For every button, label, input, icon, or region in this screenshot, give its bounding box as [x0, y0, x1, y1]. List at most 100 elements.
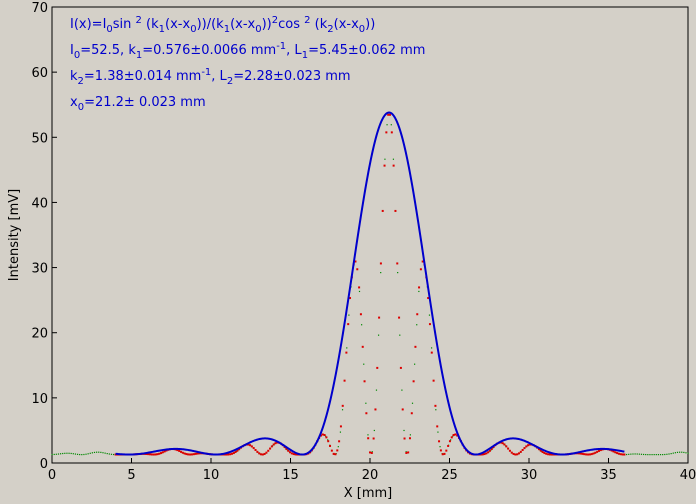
data-point: [250, 445, 253, 448]
background-point: [657, 454, 660, 456]
data-point: [365, 412, 368, 415]
data-point: [547, 453, 550, 456]
data-point: [165, 449, 168, 452]
data-point: [330, 449, 333, 452]
data-point: [539, 449, 542, 452]
data-point: [614, 451, 617, 454]
data-point: [390, 131, 393, 134]
background-point: [435, 409, 437, 411]
background-point: [72, 453, 74, 455]
data-point: [158, 452, 161, 455]
background-point: [66, 452, 68, 454]
data-point: [537, 448, 540, 451]
background-point: [403, 429, 405, 432]
data-point: [194, 452, 197, 455]
data-point: [289, 451, 292, 454]
data-point: [323, 434, 326, 437]
data-point: [356, 268, 359, 271]
background-point: [428, 314, 431, 316]
data-point: [358, 286, 361, 289]
data-point: [263, 452, 266, 455]
data-point: [521, 449, 524, 451]
data-point: [441, 453, 444, 456]
data-point: [612, 450, 615, 453]
background-point: [339, 431, 342, 433]
background-point: [626, 453, 628, 456]
data-point: [181, 451, 184, 454]
data-point: [587, 453, 590, 456]
background-point: [70, 452, 72, 455]
y-tick-label: 50: [31, 131, 48, 146]
data-point: [590, 453, 593, 456]
background-point: [645, 453, 647, 456]
data-point: [432, 379, 435, 382]
data-point: [407, 451, 410, 454]
data-point: [436, 425, 439, 428]
x-tick-label: 5: [127, 468, 135, 483]
data-point: [292, 453, 295, 456]
data-point: [456, 434, 459, 437]
y-tick-label: 40: [31, 196, 48, 211]
background-point: [96, 451, 98, 453]
data-point: [370, 451, 373, 454]
data-point: [374, 408, 377, 411]
background-point: [79, 453, 81, 456]
background-point: [377, 334, 380, 336]
background-point: [685, 452, 687, 454]
data-point: [581, 452, 584, 455]
data-point: [156, 453, 159, 456]
data-point: [272, 443, 275, 446]
data-point: [332, 452, 335, 455]
data-point: [543, 452, 546, 455]
data-point: [376, 366, 379, 369]
y-tick-label: 20: [31, 327, 48, 342]
background-point: [452, 435, 454, 437]
data-point: [361, 345, 364, 348]
background-point: [670, 453, 672, 455]
data-point: [321, 433, 324, 436]
background-point: [397, 272, 399, 274]
background-point: [59, 453, 62, 455]
data-point: [405, 451, 408, 454]
background-point: [662, 454, 664, 456]
data-point: [163, 450, 166, 453]
data-point: [592, 452, 595, 455]
data-point: [287, 449, 290, 452]
data-point: [238, 448, 241, 451]
data-point: [439, 449, 442, 452]
background-point: [634, 453, 636, 455]
data-point: [577, 452, 580, 455]
background-point: [64, 452, 66, 454]
background-point: [411, 402, 414, 404]
data-point: [523, 447, 526, 450]
background-point: [490, 449, 492, 451]
background-point: [367, 434, 369, 436]
data-point: [541, 451, 544, 454]
y-tick-label: 60: [31, 66, 48, 81]
background-point: [672, 452, 674, 454]
data-point: [414, 345, 417, 348]
background-point: [106, 453, 108, 455]
background-point: [98, 451, 100, 453]
data-point: [149, 453, 152, 456]
data-point: [249, 444, 252, 447]
data-point: [319, 434, 322, 437]
x-tick-label: 15: [282, 468, 299, 483]
background-point: [390, 124, 392, 126]
background-point: [649, 454, 651, 456]
data-point: [229, 453, 232, 456]
data-point: [623, 453, 626, 456]
background-point: [687, 452, 689, 454]
background-point: [348, 314, 350, 316]
data-point: [454, 433, 457, 436]
background-point: [386, 124, 388, 126]
background-point: [76, 453, 79, 455]
x-axis-label: X [mm]: [344, 486, 393, 501]
background-point: [401, 389, 403, 391]
background-point: [83, 453, 85, 456]
background-point: [399, 334, 401, 336]
params-line-3: x0=21.2± 0.023 mm: [70, 95, 206, 113]
data-point: [596, 450, 599, 453]
data-point: [488, 449, 491, 452]
data-point: [252, 447, 255, 450]
